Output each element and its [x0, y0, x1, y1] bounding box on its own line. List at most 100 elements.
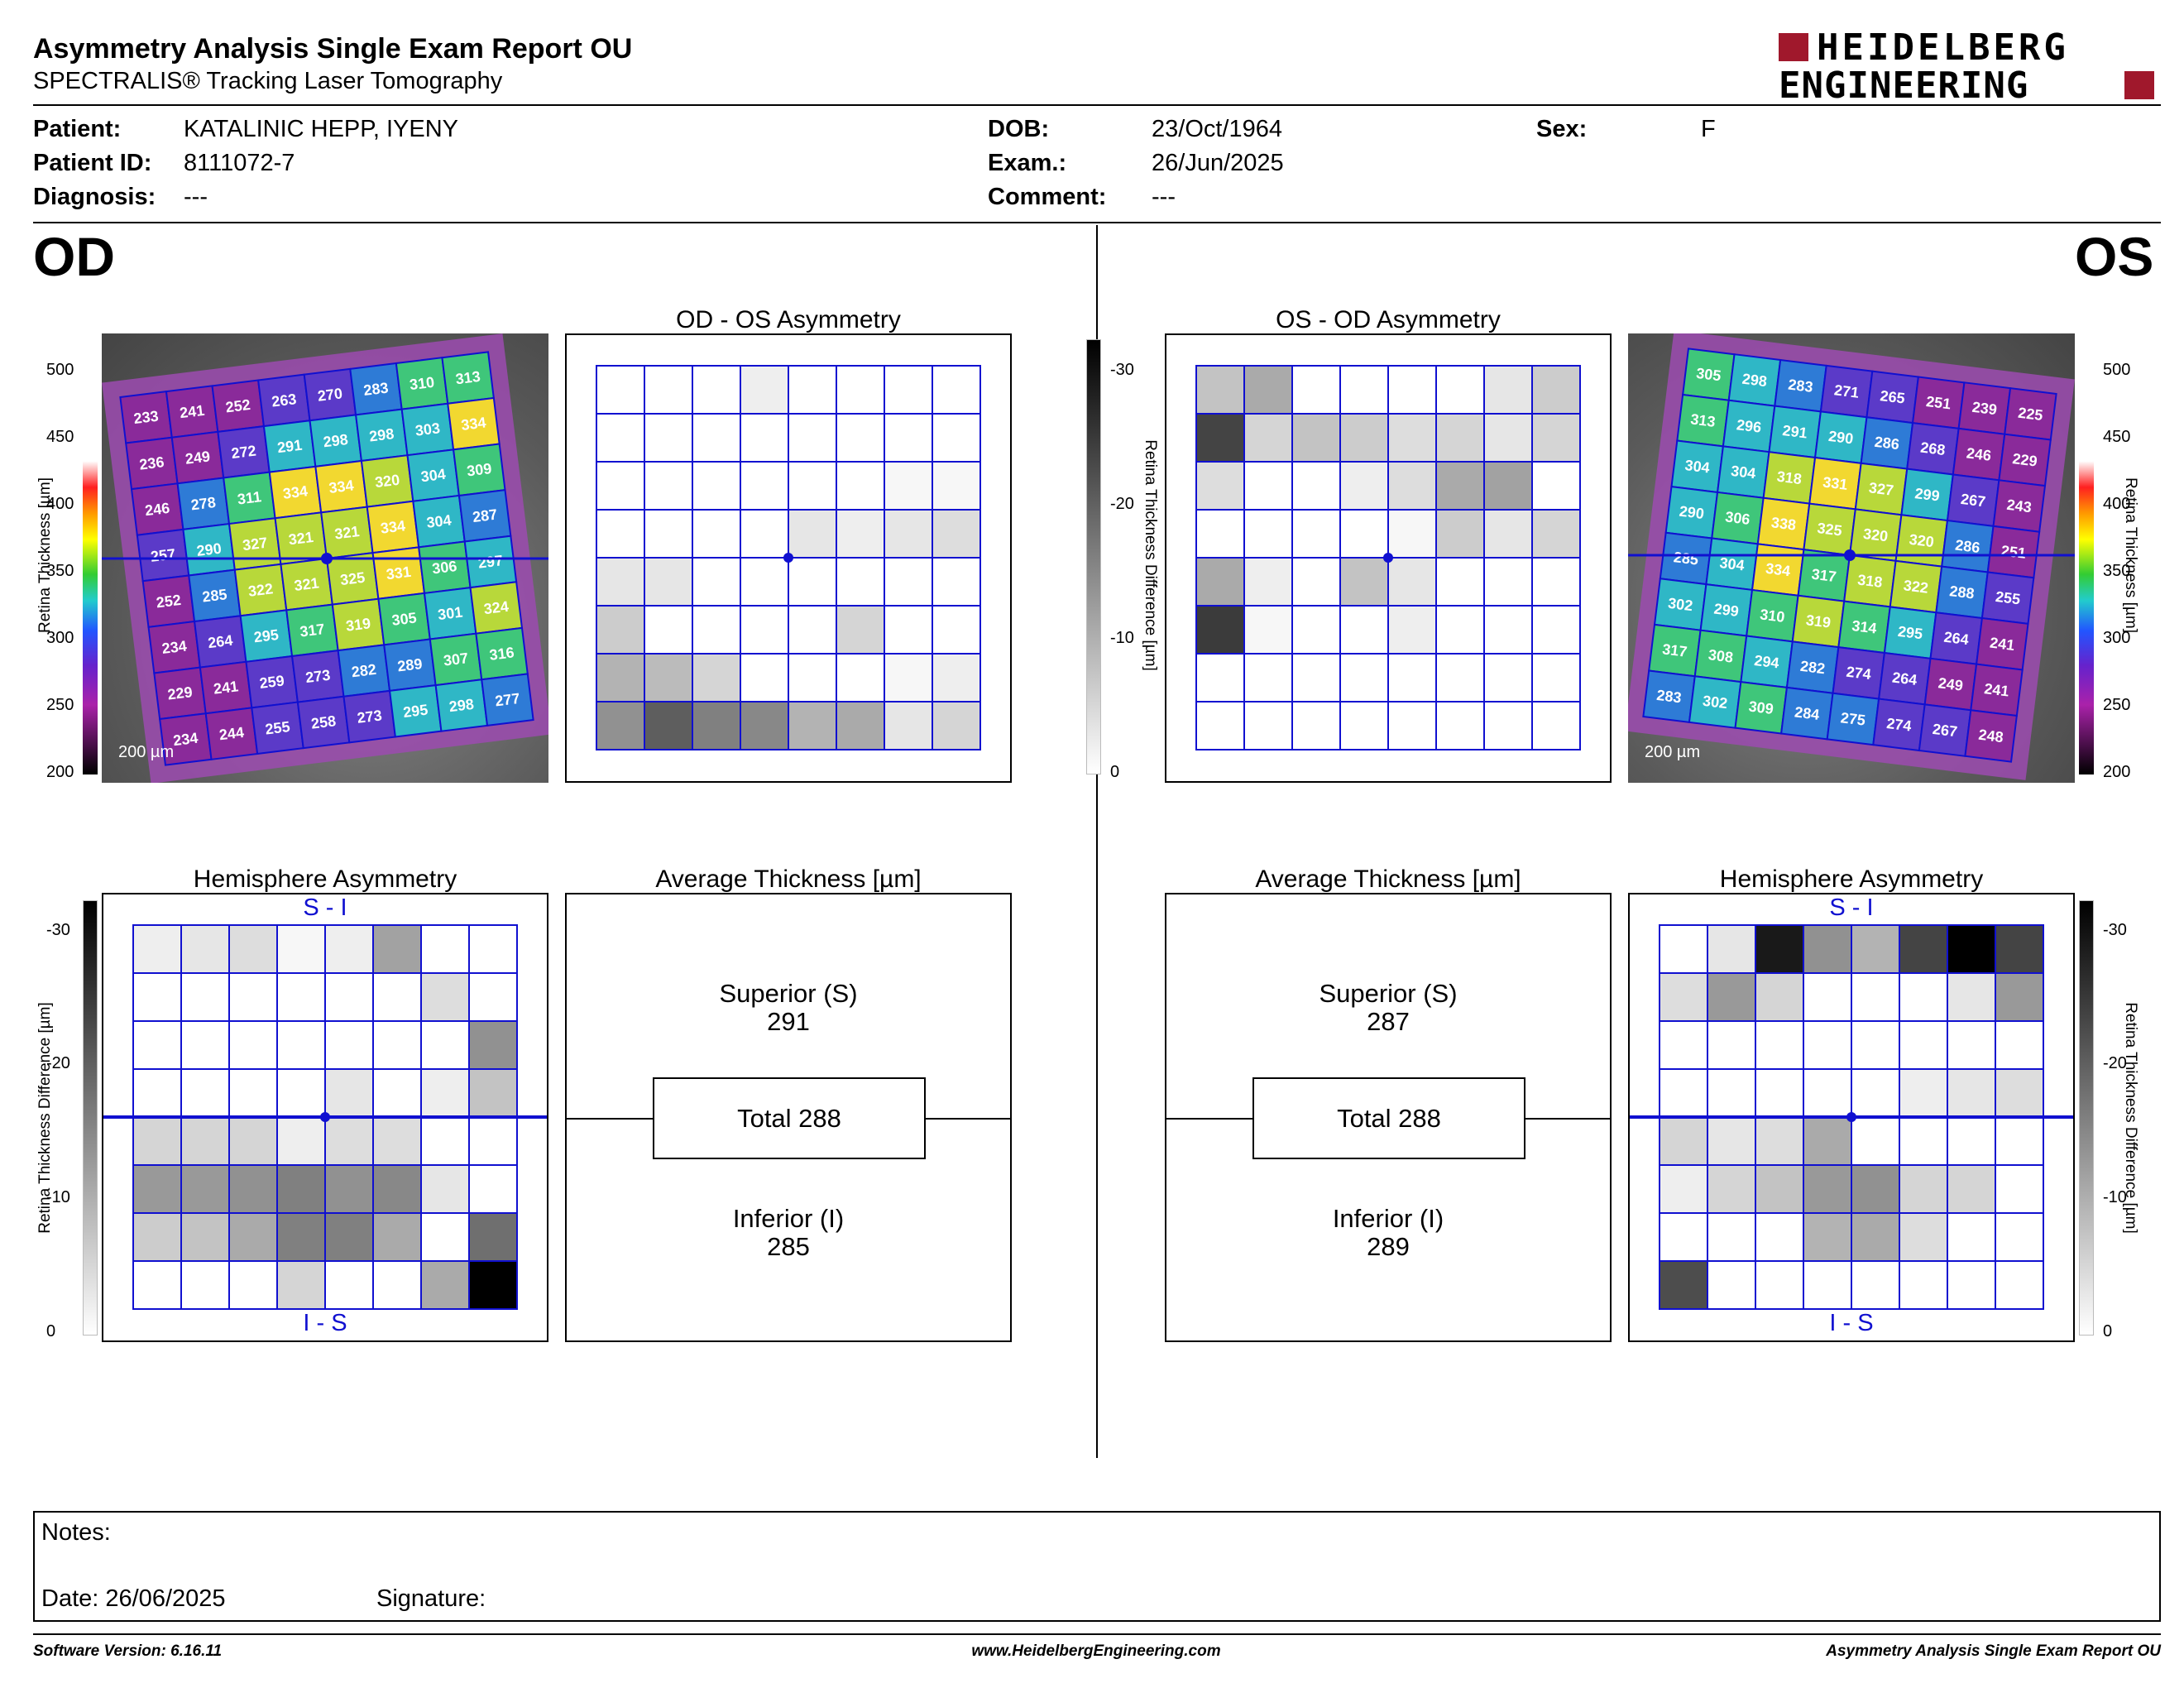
od-hemi-cell-3-1	[180, 1068, 230, 1118]
os-asym-cell-6-1	[1243, 653, 1293, 703]
os-thick-value-7-1: 302	[1702, 693, 1728, 712]
od-thick-value-5-2: 295	[253, 626, 280, 646]
os-thick-cell-7-7	[1964, 709, 2018, 763]
os-hemi-cell-5-1	[1707, 1164, 1756, 1214]
od-asym-cell-5-3	[740, 605, 789, 655]
logo-red-block-top	[1779, 33, 1808, 61]
od-hemi-cell-1-0	[132, 972, 182, 1022]
od-thick-value-1-4: 298	[323, 431, 349, 451]
od-asym-cell-3-6	[884, 509, 933, 559]
report-subtitle: SPECTRALIS® Tracking Laser Tomography	[33, 68, 503, 94]
od-thick-value-5-3: 317	[299, 621, 325, 640]
os-asym-cell-2-7	[1531, 461, 1581, 511]
od-hemi-cell-6-3	[276, 1212, 326, 1262]
os-thick-value-7-6: 267	[1932, 721, 1958, 741]
os-thick-value-6-1: 308	[1707, 646, 1734, 666]
patient-id: 8111072-7	[184, 150, 295, 176]
os-asym-cell-6-5	[1435, 653, 1485, 703]
od-thick-value-0-3: 263	[271, 391, 297, 410]
od-thick-value-2-5: 320	[374, 472, 400, 492]
os-thick-value-0-6: 239	[1971, 399, 1998, 419]
od-hemi-cell-2-3	[276, 1020, 326, 1070]
od-thick-value-6-6: 307	[443, 650, 469, 669]
os-thick-value-3-3: 325	[1816, 520, 1842, 539]
os-hemi-cell-1-6	[1947, 972, 1996, 1022]
os-asym-cell-7-7	[1531, 701, 1581, 750]
os-asym-cell-6-0	[1195, 653, 1245, 703]
os-thick-value-3-0: 290	[1679, 503, 1705, 523]
od-total-box: Total 288	[653, 1077, 926, 1159]
os-thick-value-6-6: 249	[1937, 674, 1964, 694]
os-asym-cell-0-4	[1387, 365, 1437, 415]
os-hemi-cell-1-3	[1803, 972, 1852, 1022]
os-asym-cell-6-6	[1483, 653, 1533, 703]
os-thick-value-2-5: 299	[1913, 485, 1940, 505]
od-thick-fovea-dot	[321, 553, 333, 564]
os-asym-cell-3-4	[1387, 509, 1437, 559]
os-hemi-cell-7-7	[1995, 1260, 2044, 1310]
od-avg-panel: Superior (S) 291 Total 288 Inferior (I) …	[565, 893, 1012, 1342]
od-hemi-cell-0-2	[228, 924, 278, 974]
os-thick-value-5-3: 319	[1805, 611, 1832, 631]
os-thick-fovea-dot	[1844, 549, 1856, 561]
od-hemi-cell-2-5	[372, 1020, 422, 1070]
os-hemi-cell-2-3	[1803, 1020, 1852, 1070]
notes-label: Notes:	[41, 1519, 111, 1546]
od-asym-cell-3-5	[836, 509, 885, 559]
os-tick-300: 300	[2103, 629, 2131, 647]
os-thick-value-2-7: 243	[2006, 496, 2033, 516]
center-tick-m20: -20	[1110, 495, 1134, 513]
od-thick-value-4-2: 322	[247, 580, 274, 600]
od-asym-fovea-dot	[783, 553, 793, 563]
od-hemi-cell-5-1	[180, 1164, 230, 1214]
od-asym-cell-7-2	[692, 701, 741, 750]
os-asym-cell-1-4	[1387, 413, 1437, 463]
center-divider	[1096, 225, 1098, 1458]
os-asym-cell-5-7	[1531, 605, 1581, 655]
od-thick-value-1-5: 298	[368, 425, 395, 445]
od-tick-200: 200	[46, 763, 74, 781]
od-thick-value-7-4: 273	[357, 707, 383, 727]
od-asym-cell-1-0	[596, 413, 645, 463]
od-asym-cell-2-3	[740, 461, 789, 511]
footer-software-version: Software Version: 6.16.11	[33, 1642, 223, 1660]
od-hemi-cell-0-1	[180, 924, 230, 974]
od-asym-cell-0-2	[692, 365, 741, 415]
os-asym-cell-1-5	[1435, 413, 1485, 463]
os-asym-cell-5-2	[1291, 605, 1341, 655]
os-hemi-cell-0-5	[1899, 924, 1948, 974]
od-thick-value-5-7: 324	[483, 598, 510, 618]
od-inferior-label: Inferior (I)	[732, 1204, 845, 1233]
os-thick-value-0-2: 283	[1787, 376, 1813, 396]
os-hemi-cell-5-4	[1851, 1164, 1900, 1214]
os-hemi-fovea-dot	[1846, 1112, 1856, 1122]
logo-text-bottom: ENGINEERING	[1779, 65, 2029, 107]
os-hemi-cell-0-7	[1995, 924, 2044, 974]
os-inferior-label: Inferior (I)	[1332, 1204, 1444, 1233]
os-asym-cell-3-1	[1243, 509, 1293, 559]
os-avg-panel: Superior (S) 287 Total 288 Inferior (I) …	[1165, 893, 1612, 1342]
od-tick-300: 300	[46, 629, 74, 647]
od-thick-value-5-1: 264	[207, 632, 233, 652]
os-thick-value-0-3: 271	[1833, 381, 1860, 401]
od-hemi-grid	[103, 924, 547, 1310]
od-thick-value-7-5: 295	[402, 702, 429, 722]
os-asym-cell-0-2	[1291, 365, 1341, 415]
notes-box[interactable]: Notes: Date: 26/06/2025 Signature:	[33, 1511, 2161, 1622]
od-asym-cell-5-5	[836, 605, 885, 655]
os-thick-value-0-4: 265	[1880, 387, 1906, 407]
os-hemi-cell-1-4	[1851, 972, 1900, 1022]
patient-id-label: Patient ID:	[33, 150, 152, 176]
os-hemi-cell-6-7	[1995, 1212, 2044, 1262]
od-asym-cell-5-2	[692, 605, 741, 655]
od-hemi-cell-3-3	[276, 1068, 326, 1118]
od-thick-value-3-2: 327	[242, 535, 268, 554]
os-diff-axis-label: Retina Thickness Difference [µm]	[2122, 1002, 2139, 1234]
od-thick-value-7-1: 244	[218, 724, 245, 744]
os-tick-200: 200	[2103, 763, 2131, 781]
date-label: Date: 26/06/2025	[41, 1585, 226, 1612]
od-hemi-cell-0-0	[132, 924, 182, 974]
os-thick-value-1-3: 290	[1827, 428, 1854, 448]
exam-value: 26/Jun/2025	[1152, 150, 1284, 176]
os-diff-tick-m10: -10	[2103, 1188, 2127, 1206]
